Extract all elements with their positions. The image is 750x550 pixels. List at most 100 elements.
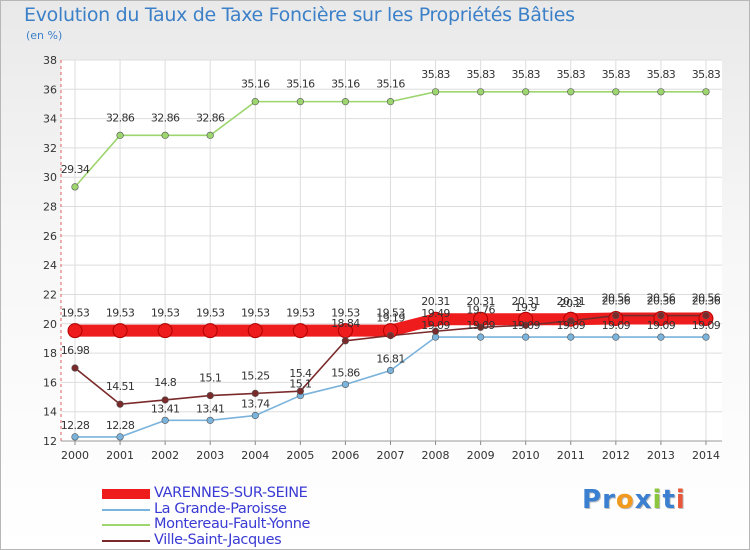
x-tick-label: 2004 — [241, 449, 269, 462]
data-point-ville-saint-jacques — [251, 389, 259, 397]
data-label-la-grande-paroisse: 16.81 — [376, 353, 405, 366]
data-label-montereau-fault-yonne: 32.86 — [106, 111, 135, 124]
data-point-montereau-fault-yonne — [612, 88, 620, 96]
data-label-la-grande-paroisse: 15.86 — [331, 366, 360, 379]
data-point-ville-saint-jacques — [386, 332, 395, 340]
data-label-varennes-sur-seine: 20.36 — [647, 294, 676, 307]
data-point-montereau-fault-yonne — [702, 88, 710, 96]
logo-letter: t — [662, 485, 676, 515]
data-label-montereau-fault-yonne: 32.86 — [151, 111, 180, 124]
data-label-la-grande-paroisse: 13.41 — [151, 402, 180, 415]
data-point-montereau-fault-yonne — [116, 131, 124, 139]
logo-letter: r — [602, 485, 616, 515]
legend-swatch — [102, 524, 150, 526]
data-point-varennes-sur-seine — [112, 323, 128, 339]
data-point-varennes-sur-seine — [202, 323, 218, 339]
data-point-varennes-sur-seine — [247, 323, 263, 339]
data-label-la-grande-paroisse: 19.09 — [466, 319, 495, 332]
data-point-la-grande-paroisse — [251, 411, 259, 420]
legend-swatch — [102, 489, 150, 499]
data-point-la-grande-paroisse — [386, 366, 395, 375]
data-label-ville-saint-jacques: 19.76 — [466, 303, 495, 316]
y-tick-label: 28 — [43, 201, 57, 214]
data-label-la-grande-paroisse: 19.09 — [421, 319, 450, 332]
data-label-la-grande-paroisse: 19.09 — [692, 319, 721, 332]
data-label-montereau-fault-yonne: 35.83 — [692, 68, 721, 81]
data-label-montereau-fault-yonne: 29.34 — [61, 163, 90, 176]
data-label-la-grande-paroisse: 19.09 — [602, 319, 631, 332]
y-tick-label: 32 — [43, 142, 57, 155]
x-tick-label: 2003 — [196, 449, 224, 462]
x-tick-label: 2002 — [151, 449, 179, 462]
legend-label: VARENNES-SUR-SEINE — [154, 485, 308, 501]
data-label-varennes-sur-seine: 19.53 — [331, 307, 360, 320]
data-label-montereau-fault-yonne: 35.16 — [241, 78, 270, 91]
data-point-ville-saint-jacques — [522, 321, 530, 329]
data-point-montereau-fault-yonne — [251, 98, 259, 106]
data-point-la-grande-paroisse — [206, 416, 214, 424]
data-label-varennes-sur-seine: 19.53 — [376, 307, 405, 320]
data-label-montereau-fault-yonne: 32.86 — [196, 111, 225, 124]
data-label-varennes-sur-seine: 19.53 — [61, 307, 90, 320]
data-point-la-grande-paroisse — [116, 433, 124, 441]
y-tick-label: 22 — [43, 288, 57, 301]
x-tick-label: 2013 — [647, 449, 675, 462]
data-point-montereau-fault-yonne — [341, 98, 350, 106]
y-tick-label: 14 — [43, 406, 57, 419]
data-label-varennes-sur-seine: 20.31 — [466, 295, 495, 308]
y-tick-label: 26 — [43, 230, 57, 243]
x-tick-label: 2008 — [422, 449, 450, 462]
y-unit-label: (en %) — [26, 29, 63, 42]
y-tick-label: 16 — [43, 376, 57, 389]
x-tick-label: 2006 — [331, 449, 359, 462]
data-point-ville-saint-jacques — [477, 323, 485, 331]
data-label-montereau-fault-yonne: 35.83 — [511, 68, 540, 81]
data-label-ville-saint-jacques: 19.49 — [421, 307, 450, 320]
data-label-ville-saint-jacques: 20.56 — [602, 292, 631, 305]
data-point-la-grande-paroisse — [71, 433, 79, 441]
logo-letter: P — [582, 485, 603, 515]
data-point-montereau-fault-yonne — [206, 131, 214, 139]
data-point-ville-saint-jacques — [567, 317, 575, 325]
y-tick-label: 18 — [43, 347, 57, 360]
data-point-ville-saint-jacques — [341, 337, 350, 345]
data-point-la-grande-paroisse — [477, 333, 485, 341]
data-label-ville-saint-jacques: 14.51 — [106, 380, 135, 393]
data-point-ville-saint-jacques — [206, 391, 214, 400]
data-point-ville-saint-jacques — [161, 396, 169, 404]
logo-letter: i — [652, 485, 663, 515]
data-label-la-grande-paroisse: 13.41 — [196, 402, 225, 415]
data-label-montereau-fault-yonne: 35.83 — [557, 68, 586, 81]
x-tick-label: 2007 — [376, 449, 404, 462]
logo-letter: o — [615, 485, 635, 515]
data-label-ville-saint-jacques: 15.25 — [241, 369, 270, 382]
data-point-ville-saint-jacques — [702, 311, 710, 320]
data-label-la-grande-paroisse: 12.28 — [106, 419, 135, 432]
data-label-varennes-sur-seine: 19.53 — [151, 307, 180, 320]
data-point-ville-saint-jacques — [296, 387, 304, 395]
data-point-la-grande-paroisse — [657, 333, 665, 341]
data-label-ville-saint-jacques: 14.8 — [154, 376, 177, 389]
data-point-montereau-fault-yonne — [296, 98, 304, 106]
y-tick-label: 34 — [43, 113, 57, 126]
data-point-montereau-fault-yonne — [657, 88, 665, 96]
data-point-montereau-fault-yonne — [161, 131, 169, 139]
data-label-varennes-sur-seine: 20.36 — [692, 294, 721, 307]
data-point-montereau-fault-yonne — [477, 88, 485, 96]
data-label-varennes-sur-seine: 19.53 — [241, 307, 270, 320]
x-tick-label: 2014 — [692, 449, 720, 462]
data-label-ville-saint-jacques: 18.84 — [331, 317, 360, 330]
data-point-la-grande-paroisse — [161, 416, 169, 424]
data-label-ville-saint-jacques: 20.56 — [647, 292, 676, 305]
data-label-varennes-sur-seine: 19.53 — [286, 307, 315, 320]
data-label-varennes-sur-seine: 20.31 — [421, 295, 450, 308]
x-tick-label: 2005 — [286, 449, 314, 462]
proxiti-logo: Proxiti — [582, 485, 686, 515]
data-point-varennes-sur-seine — [428, 311, 444, 327]
data-label-ville-saint-jacques: 19.9 — [515, 301, 538, 314]
logo-letter: i — [675, 485, 686, 515]
data-point-varennes-sur-seine — [157, 323, 173, 339]
data-label-ville-saint-jacques: 19.19 — [376, 312, 405, 325]
x-tick-label: 2009 — [467, 449, 495, 462]
